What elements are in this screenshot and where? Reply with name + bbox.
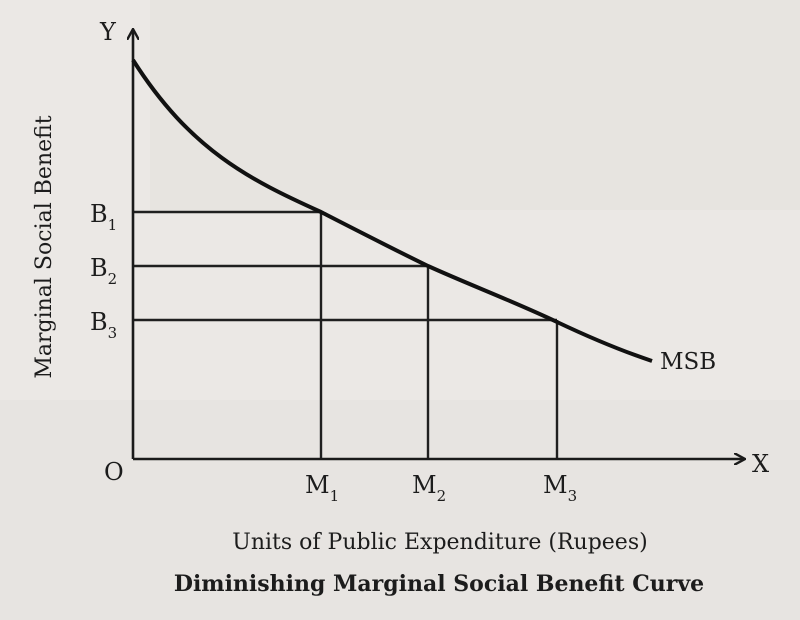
benefit-label-b3: B3: [90, 308, 117, 342]
y-axis-title: Marginal Social Benefit: [32, 115, 57, 378]
x-axis-title: Units of Public Expenditure (Rupees): [232, 530, 647, 555]
figure-caption: Diminishing Marginal Social Benefit Curv…: [174, 571, 704, 597]
benefit-labels: B1 B2 B3: [90, 200, 117, 342]
y-axis-letter: Y: [99, 18, 117, 46]
expenditure-labels: M1 M2 M3: [305, 471, 577, 505]
x-axis-letter: X: [752, 450, 769, 478]
origin-label: O: [104, 458, 124, 486]
guide-lines: [133, 210, 559, 459]
msb-curve: [131, 58, 653, 363]
expenditure-label-m3: M3: [543, 471, 577, 505]
benefit-label-b1: B1: [90, 200, 117, 234]
expenditure-label-m2: M2: [412, 471, 446, 505]
benefit-label-b2: B2: [90, 254, 117, 288]
expenditure-label-m1: M1: [305, 471, 339, 505]
curve-label-msb: MSB: [660, 349, 716, 375]
